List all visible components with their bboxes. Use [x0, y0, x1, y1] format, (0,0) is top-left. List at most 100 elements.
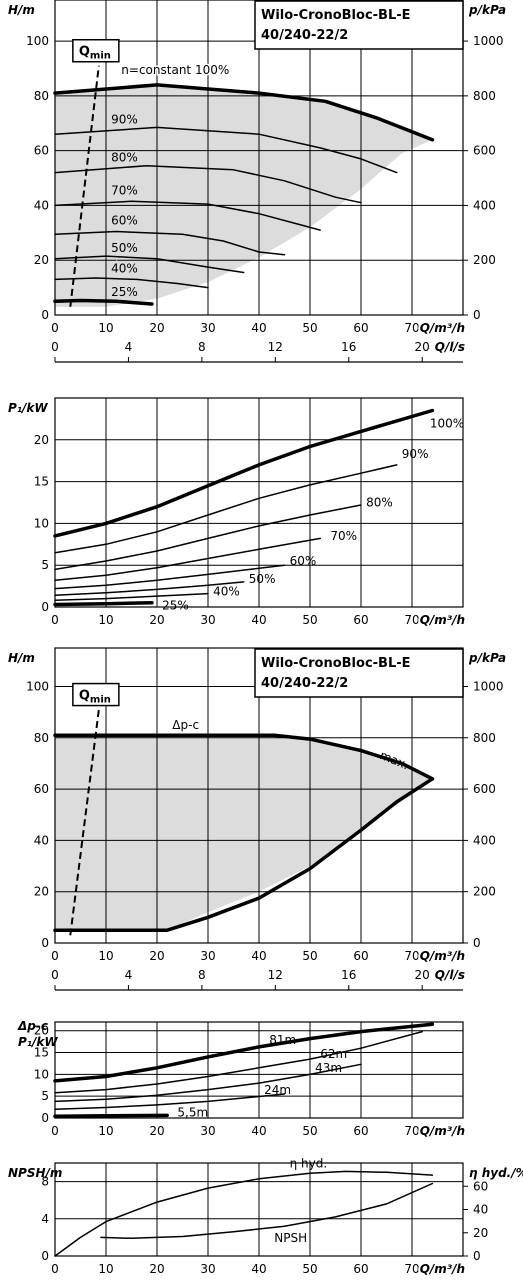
- y-tick-5: 5: [41, 1089, 49, 1103]
- x-tick-70: 70: [404, 1262, 419, 1276]
- right-tick-200: 200: [473, 885, 496, 899]
- series-label-70: 70%: [330, 529, 357, 543]
- x2-axis-label: Q/l/s: [435, 340, 465, 354]
- right-tick-1000: 1000: [473, 679, 504, 693]
- y-tick-0: 0: [41, 600, 49, 614]
- series-line-81m: [53, 1022, 435, 1083]
- x-tick-50: 50: [302, 613, 317, 627]
- title-line-1: Wilo-CronoBloc-BL-E: [261, 656, 411, 671]
- x-tick-0: 0: [51, 613, 59, 627]
- y-axis-label: H/m: [8, 3, 35, 17]
- y-axis-label: H/m: [8, 651, 35, 665]
- x-tick-60: 60: [353, 1124, 368, 1138]
- series-label-81m: 81m: [269, 1033, 296, 1047]
- series-label-25: 25%: [111, 285, 138, 299]
- x-axis-label: Q/m³/h: [420, 321, 465, 335]
- x-tick-40: 40: [251, 613, 266, 627]
- y-tick-8: 8: [41, 1175, 49, 1189]
- y-tick-60: 60: [34, 782, 49, 796]
- series-label-80: 80%: [366, 496, 393, 510]
- x2-tick-4: 4: [125, 340, 133, 354]
- y-tick-10: 10: [34, 516, 49, 530]
- x2-tick-16: 16: [341, 340, 356, 354]
- x-tick-60: 60: [353, 613, 368, 627]
- right-tick-600: 600: [473, 782, 496, 796]
- x-tick-50: 50: [302, 321, 317, 335]
- series-line-80: [54, 504, 362, 571]
- series-label-62m: 62m: [320, 1047, 347, 1061]
- series-line-hyd: [54, 1170, 434, 1257]
- x-tick-70: 70: [404, 321, 419, 335]
- right-tick-400: 400: [473, 833, 496, 847]
- series-line-40: [54, 592, 209, 602]
- x-tick-70: 70: [404, 1124, 419, 1138]
- right-tick-0: 0: [473, 1249, 481, 1263]
- x2-tick-0: 0: [51, 968, 59, 982]
- x-tick-20: 20: [149, 321, 164, 335]
- x2-tick-12: 12: [268, 340, 283, 354]
- plot-frame: [54, 1021, 464, 1119]
- annotation-p-c: Δp-c: [172, 718, 199, 732]
- qmin-box: [72, 38, 120, 63]
- y-tick-15: 15: [34, 1046, 49, 1060]
- series-line-90: [54, 464, 398, 554]
- x-tick-10: 10: [98, 613, 113, 627]
- x-axis-label: Q/m³/h: [420, 949, 465, 963]
- right-tick-800: 800: [473, 731, 496, 745]
- series-label-70: 70%: [111, 183, 138, 197]
- head-dpc-chart: QminΔp-cmax.Wilo-CronoBloc-BL-E40/240-22…: [8, 647, 506, 991]
- right-axis-label: p/kPa: [468, 651, 506, 665]
- y-tick-100: 100: [26, 679, 49, 693]
- x-tick-50: 50: [302, 1262, 317, 1276]
- right-tick-60: 60: [473, 1179, 488, 1193]
- x-tick-10: 10: [98, 949, 113, 963]
- y-axis-label-1: Δp-c: [17, 1019, 48, 1033]
- x2-tick-20: 20: [415, 340, 430, 354]
- x-tick-20: 20: [149, 949, 164, 963]
- series-label-43m: 43m: [315, 1061, 342, 1075]
- title-line-1: Wilo-CronoBloc-BL-E: [261, 8, 411, 23]
- x-tick-40: 40: [251, 321, 266, 335]
- x-tick-70: 70: [404, 949, 419, 963]
- series-label-50: 50%: [249, 572, 276, 586]
- plot-frame: [54, 0, 464, 316]
- x-tick-40: 40: [251, 1262, 266, 1276]
- x-tick-20: 20: [149, 1124, 164, 1138]
- operating-area: [55, 735, 433, 931]
- series-line-n-constant-100: [53, 83, 435, 142]
- x-tick-0: 0: [51, 1262, 59, 1276]
- x-tick-60: 60: [353, 1262, 368, 1276]
- series-line-25: [53, 601, 154, 607]
- series-line-24m: [54, 1093, 286, 1111]
- series-line-60: [54, 564, 286, 590]
- y-tick-15: 15: [34, 475, 49, 489]
- qmin-line: [69, 709, 100, 936]
- x-tick-50: 50: [302, 949, 317, 963]
- series-line-5-5m: [53, 1113, 169, 1119]
- qmin-subscript: min: [90, 695, 111, 706]
- series-label-50: 50%: [111, 241, 138, 255]
- x-tick-30: 30: [200, 321, 215, 335]
- y-tick-20: 20: [34, 885, 49, 899]
- y-tick-0: 0: [41, 1249, 49, 1263]
- x-tick-30: 30: [200, 1262, 215, 1276]
- series-line-62m: [54, 1030, 423, 1094]
- x2-tick-4: 4: [125, 968, 133, 982]
- x-tick-10: 10: [98, 1124, 113, 1138]
- x2-tick-8: 8: [198, 340, 206, 354]
- x2-tick-12: 12: [268, 968, 283, 982]
- series-line-50: [54, 581, 245, 597]
- y-axis-label: P₁/kW: [8, 401, 48, 415]
- qmin-line: [69, 65, 100, 307]
- series-label-60: 60%: [290, 554, 317, 568]
- series-label-25: 25%: [162, 599, 189, 613]
- right-tick-0: 0: [473, 308, 481, 322]
- x-tick-40: 40: [251, 1124, 266, 1138]
- right-axis-label: η hyd./%: [469, 1166, 523, 1180]
- series-label-5-5m: 5,5m: [177, 1106, 208, 1120]
- x-axis-label: Q/m³/h: [420, 1124, 465, 1138]
- x-tick-60: 60: [353, 321, 368, 335]
- series-line-90: [54, 126, 398, 174]
- y-tick-4: 4: [41, 1212, 49, 1226]
- y-tick-80: 80: [34, 731, 49, 745]
